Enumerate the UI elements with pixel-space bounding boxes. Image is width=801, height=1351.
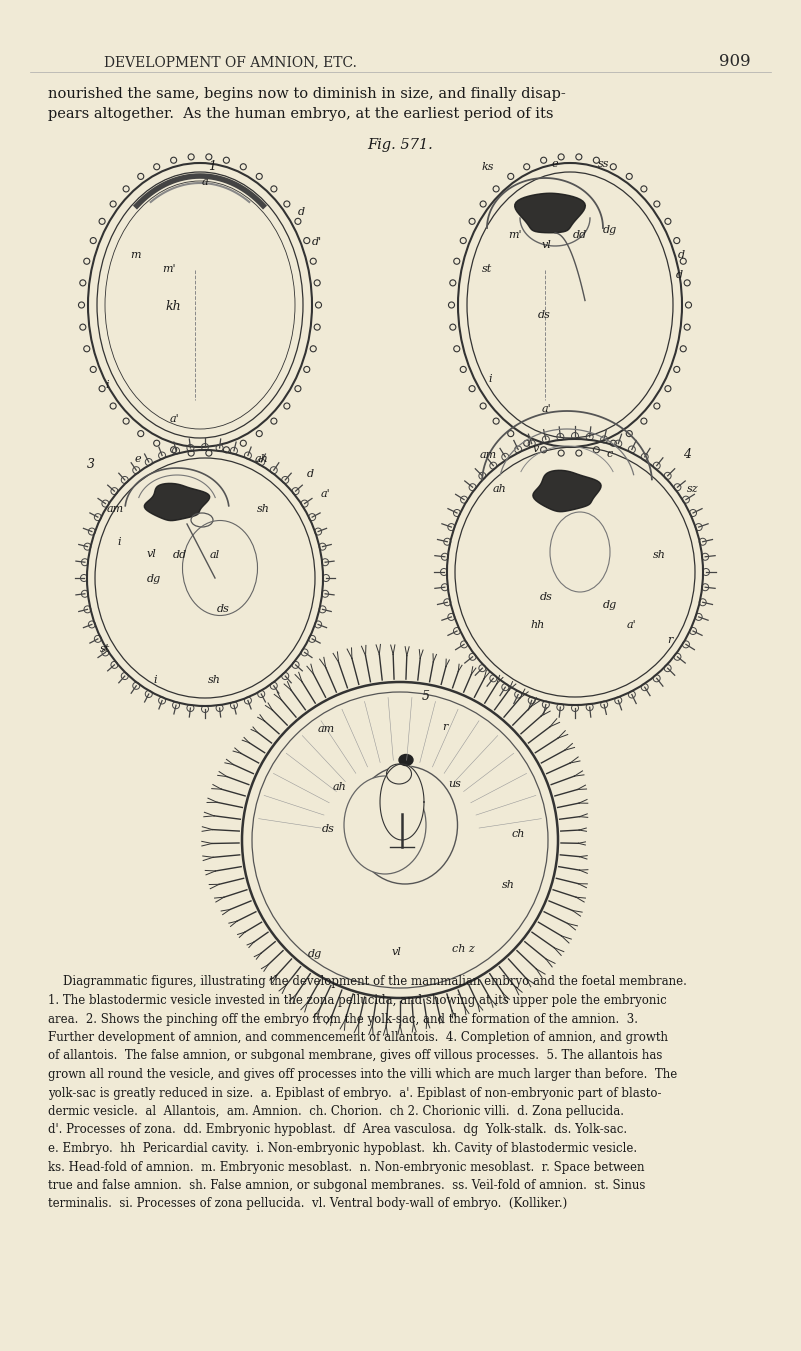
Text: am: am: [107, 504, 124, 513]
Text: sh: sh: [502, 880, 515, 890]
Text: d: d: [678, 250, 685, 259]
Text: st: st: [100, 644, 111, 654]
Polygon shape: [380, 765, 424, 840]
Text: i: i: [153, 676, 156, 685]
Text: sh: sh: [208, 676, 221, 685]
Text: hh: hh: [530, 620, 544, 630]
Text: of allantois.  The false amnion, or subgonal membrane, gives off villous process: of allantois. The false amnion, or subgo…: [48, 1050, 662, 1062]
Ellipse shape: [399, 754, 413, 766]
Polygon shape: [144, 484, 210, 520]
Text: ss: ss: [598, 159, 610, 169]
Text: dd: dd: [573, 230, 587, 240]
Text: dd: dd: [173, 550, 187, 561]
Ellipse shape: [344, 775, 426, 874]
Text: vl: vl: [542, 240, 552, 250]
Text: am: am: [480, 450, 497, 459]
Text: area.  2. Shows the pinching off the embryo from the yolk-sac, and the formation: area. 2. Shows the pinching off the embr…: [48, 1012, 638, 1025]
Text: true and false amnion.  sh. False amnion, or subgonal membranes.  ss. Veil-fold : true and false amnion. sh. False amnion,…: [48, 1179, 646, 1192]
Text: r: r: [667, 635, 672, 644]
Text: al: al: [210, 550, 220, 561]
Text: dg: dg: [147, 574, 161, 584]
Text: us: us: [448, 780, 461, 789]
Text: e: e: [552, 159, 558, 169]
Text: i: i: [488, 374, 492, 384]
Text: terminalis.  si. Processes of zona pellucida.  vl. Ventral body-wall of embryo. : terminalis. si. Processes of zona pelluc…: [48, 1197, 567, 1210]
Text: dg: dg: [603, 226, 618, 235]
Text: a': a': [170, 413, 179, 424]
Text: v: v: [533, 444, 539, 454]
Polygon shape: [515, 193, 586, 232]
Text: ah: ah: [333, 782, 347, 792]
Text: Fig. 571.: Fig. 571.: [367, 138, 433, 153]
Text: d: d: [676, 270, 683, 280]
Text: yolk-sac is greatly reduced in size.  a. Epiblast of embryo.  a'. Epiblast of no: yolk-sac is greatly reduced in size. a. …: [48, 1086, 662, 1100]
Text: i: i: [117, 536, 120, 547]
Text: ch: ch: [512, 830, 525, 839]
Text: m: m: [130, 250, 140, 259]
Text: a': a': [542, 404, 552, 413]
Text: dermic vesicle.  al  Allantois,  am. Amnion.  ch. Chorion.  ch 2. Chorionic vill: dermic vesicle. al Allantois, am. Amnion…: [48, 1105, 624, 1119]
Text: Diagrammatic figures, illustrating the development of the mammalian embryo and t: Diagrammatic figures, illustrating the d…: [48, 975, 687, 989]
Text: i: i: [105, 380, 108, 390]
Text: vl: vl: [392, 947, 402, 957]
Text: Further development of amnion, and commencement of allantois.  4. Completion of : Further development of amnion, and comme…: [48, 1031, 668, 1044]
Text: ah: ah: [255, 454, 269, 463]
Text: vl: vl: [147, 549, 157, 559]
Text: d'. Processes of zona.  dd. Embryonic hypoblast.  df  Area vasculosa.  dg  Yolk-: d'. Processes of zona. dd. Embryonic hyp…: [48, 1124, 627, 1136]
Text: nourished the same, begins now to diminish in size, and finally disap-: nourished the same, begins now to dimini…: [48, 86, 566, 101]
Text: m': m': [162, 263, 175, 274]
Text: sh: sh: [653, 550, 666, 561]
Text: pears altogether.  As the human embryo, at the earliest period of its: pears altogether. As the human embryo, a…: [48, 107, 553, 122]
Text: sh: sh: [257, 504, 270, 513]
Text: sz: sz: [687, 484, 698, 494]
Text: a': a': [321, 489, 331, 499]
Text: ds: ds: [217, 604, 230, 613]
Text: ch z: ch z: [452, 944, 475, 954]
Text: kh: kh: [165, 300, 180, 313]
Text: dg: dg: [308, 948, 322, 959]
Text: 3: 3: [87, 458, 95, 471]
Ellipse shape: [387, 765, 412, 784]
Text: d: d: [307, 469, 314, 480]
Text: ks: ks: [482, 162, 494, 172]
Text: am: am: [318, 724, 335, 734]
Text: DEVELOPMENT OF AMNION, ETC.: DEVELOPMENT OF AMNION, ETC.: [103, 55, 356, 69]
Text: m': m': [508, 230, 521, 240]
Text: st: st: [482, 263, 493, 274]
Text: ah: ah: [493, 484, 507, 494]
Text: grown all round the vesicle, and gives off processes into the villi which are mu: grown all round the vesicle, and gives o…: [48, 1069, 678, 1081]
Text: d: d: [298, 207, 305, 218]
Text: 1: 1: [208, 159, 216, 173]
Text: ds: ds: [322, 824, 335, 834]
Text: dg: dg: [603, 600, 618, 611]
Text: 909: 909: [719, 54, 751, 70]
Text: a: a: [202, 177, 208, 186]
Text: ds: ds: [538, 309, 551, 320]
Text: c: c: [607, 449, 614, 459]
Text: ks. Head-fold of amnion.  m. Embryonic mesoblast.  n. Non-embryonic mesoblast.  : ks. Head-fold of amnion. m. Embryonic me…: [48, 1161, 645, 1174]
Text: 1. The blastodermic vesicle invested in the zona pellucida, and showing at its u: 1. The blastodermic vesicle invested in …: [48, 994, 666, 1006]
Text: 5: 5: [422, 690, 430, 703]
Text: e. Embryo.  hh  Pericardial cavity.  i. Non-embryonic hypoblast.  kh. Cavity of : e. Embryo. hh Pericardial cavity. i. Non…: [48, 1142, 637, 1155]
Text: 4: 4: [683, 449, 691, 461]
Text: ds: ds: [540, 592, 553, 603]
Text: a': a': [627, 620, 637, 630]
Polygon shape: [533, 470, 601, 512]
Text: r: r: [442, 721, 448, 732]
Text: d': d': [312, 236, 322, 247]
Text: e: e: [135, 454, 142, 463]
